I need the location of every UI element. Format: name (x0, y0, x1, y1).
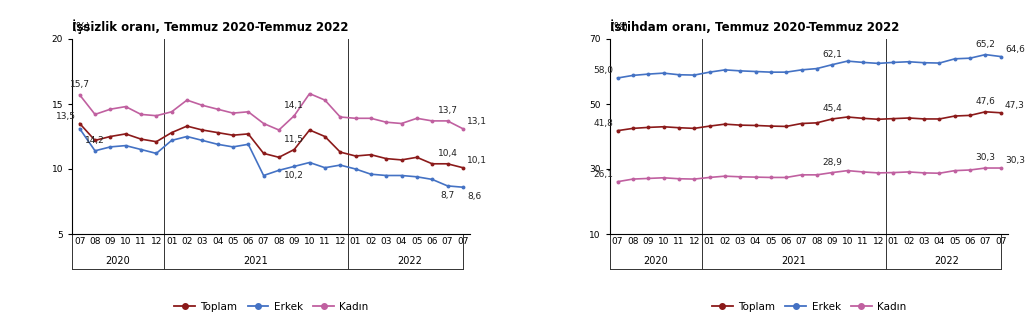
Text: 13,1: 13,1 (467, 117, 487, 126)
Text: 62,1: 62,1 (822, 50, 842, 59)
Text: 13,5: 13,5 (56, 112, 75, 121)
Text: 41,8: 41,8 (594, 119, 613, 128)
Text: 14,1: 14,1 (284, 101, 305, 110)
Legend: Toplam, Erkek, Kadın: Toplam, Erkek, Kadın (708, 298, 911, 316)
Text: 26,1: 26,1 (594, 170, 613, 179)
Text: 30,3: 30,3 (1005, 156, 1025, 165)
Text: 8,6: 8,6 (467, 192, 482, 201)
Text: 2022: 2022 (934, 256, 960, 266)
Text: 10,2: 10,2 (284, 171, 305, 180)
Text: 2022: 2022 (397, 256, 422, 266)
Text: (%): (%) (72, 21, 90, 31)
Text: 28,9: 28,9 (822, 158, 842, 167)
Text: 2020: 2020 (643, 256, 668, 266)
Text: 8,7: 8,7 (440, 191, 455, 200)
Text: (%): (%) (610, 21, 628, 31)
Legend: Toplam, Erkek, Kadın: Toplam, Erkek, Kadın (170, 298, 372, 316)
Text: 47,6: 47,6 (975, 97, 995, 106)
Text: İşsizlik oranı, Temmuz 2020-Temmuz 2022: İşsizlik oranı, Temmuz 2020-Temmuz 2022 (72, 19, 349, 34)
Text: 15,7: 15,7 (70, 80, 90, 89)
Text: 2021: 2021 (781, 256, 807, 266)
Text: 2020: 2020 (106, 256, 131, 266)
Text: 65,2: 65,2 (975, 40, 995, 49)
Text: 14,2: 14,2 (85, 136, 105, 145)
Text: 2021: 2021 (244, 256, 269, 266)
Text: 10,4: 10,4 (437, 149, 458, 158)
Text: 58,0: 58,0 (594, 66, 613, 75)
Text: 11,5: 11,5 (284, 135, 305, 144)
Text: 47,3: 47,3 (1005, 101, 1025, 110)
Text: 45,4: 45,4 (822, 104, 842, 113)
Text: 30,3: 30,3 (975, 153, 995, 162)
Text: İstihdam oranı, Temmuz 2020-Temmuz 2022: İstihdam oranı, Temmuz 2020-Temmuz 2022 (610, 20, 899, 34)
Text: 13,7: 13,7 (437, 106, 458, 115)
Text: 64,6: 64,6 (1005, 45, 1025, 54)
Text: 10,1: 10,1 (467, 156, 487, 165)
